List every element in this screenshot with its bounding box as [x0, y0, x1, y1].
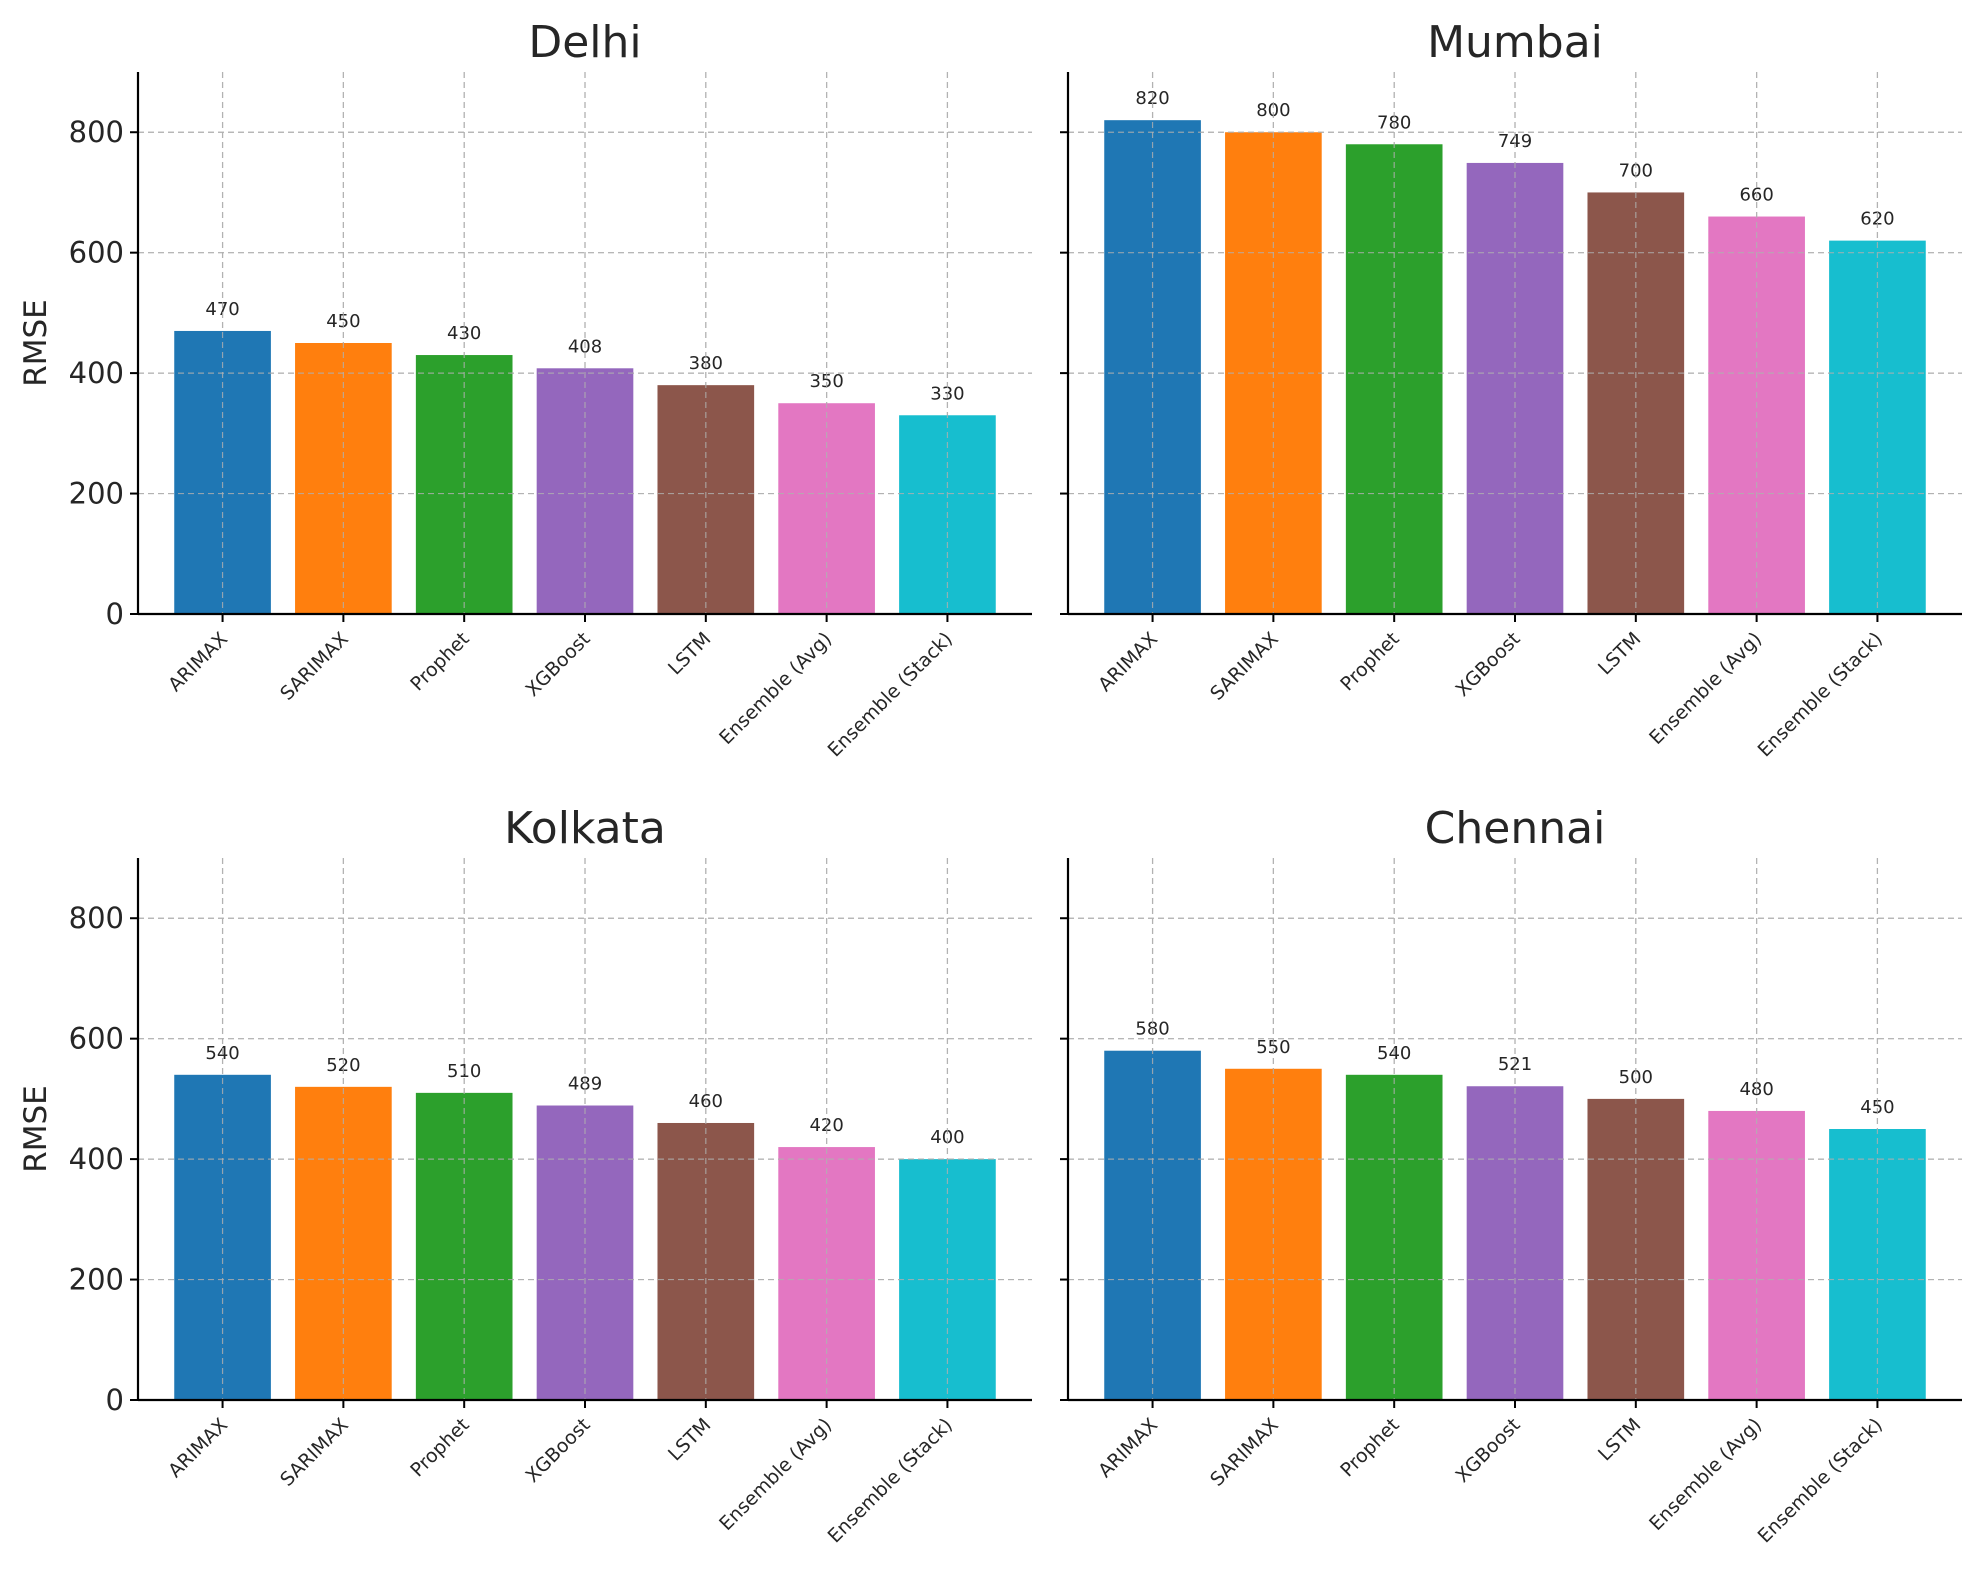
data-label: 550 [1256, 1037, 1290, 1058]
chart-panel-delhi: 0200400600800470450430408380350330ARIMAX… [18, 17, 1032, 761]
data-label: 350 [809, 371, 843, 392]
data-label: 489 [568, 1074, 602, 1095]
data-label: 420 [809, 1115, 843, 1136]
x-tick-label: ARIMAX [1094, 1414, 1162, 1482]
y-tick-label: 800 [69, 901, 124, 935]
bar-xgboost [1466, 162, 1564, 615]
y-tick-label: 800 [69, 115, 124, 149]
chart-title: Kolkata [504, 803, 666, 854]
data-label: 800 [1256, 100, 1290, 121]
data-label: 470 [205, 299, 239, 320]
x-tick-label: XGBoost [1451, 1414, 1524, 1487]
x-tick-label: SARIMAX [276, 1414, 353, 1491]
y-tick-label: 600 [69, 1022, 124, 1056]
data-label: 500 [1619, 1067, 1653, 1088]
y-tick-label: 600 [69, 236, 124, 270]
y-tick-label: 400 [69, 1142, 124, 1176]
y-axis-label: RMSE [18, 299, 54, 387]
bar-sarimax [295, 343, 392, 614]
data-label: 521 [1498, 1054, 1532, 1075]
x-tick-label: Prophet [406, 628, 473, 695]
x-tick-label: SARIMAX [1206, 628, 1283, 705]
chart-title: Delhi [528, 17, 641, 68]
x-tick-label: Ensemble (Avg) [1645, 628, 1766, 749]
x-tick-label: SARIMAX [276, 628, 353, 705]
bar-lstm [657, 385, 755, 614]
data-label: 700 [1619, 160, 1653, 181]
y-tick-label: 200 [69, 477, 124, 511]
y-tick-label: 400 [69, 356, 124, 390]
y-tick-label: 0 [106, 597, 124, 631]
x-tick-label: Ensemble (Avg) [715, 1414, 836, 1535]
chart-title: Mumbai [1427, 17, 1603, 68]
data-label: 520 [326, 1055, 360, 1076]
x-tick-label: ARIMAX [164, 628, 232, 696]
x-tick-label: XGBoost [521, 628, 594, 701]
bar-ensemble-stack [1829, 1129, 1926, 1400]
x-tick-label: Ensemble (Avg) [1645, 1414, 1766, 1535]
data-label: 400 [930, 1127, 964, 1148]
data-label: 820 [1135, 88, 1169, 109]
x-tick-label: XGBoost [521, 1414, 594, 1487]
y-tick-label: 200 [69, 1263, 124, 1297]
x-tick-label: LSTM [1594, 1414, 1645, 1465]
data-label: 450 [1860, 1097, 1894, 1118]
x-tick-label: Prophet [406, 1414, 473, 1481]
x-tick-label: Ensemble (Stack) [824, 628, 957, 761]
x-tick-label: Ensemble (Avg) [715, 628, 836, 749]
data-label: 749 [1498, 131, 1532, 152]
y-axis-label: RMSE [18, 1085, 54, 1173]
x-tick-label: SARIMAX [1206, 1414, 1283, 1491]
x-tick-label: ARIMAX [1094, 628, 1162, 696]
x-tick-label: Ensemble (Stack) [1754, 628, 1887, 761]
x-tick-label: Prophet [1336, 1414, 1403, 1481]
bar-ensemble-avg [1708, 1110, 1805, 1400]
data-label: 620 [1860, 209, 1894, 230]
chart-title: Chennai [1425, 803, 1606, 854]
x-tick-label: ARIMAX [164, 1414, 232, 1482]
x-tick-label: LSTM [1594, 628, 1645, 679]
y-tick-label: 0 [106, 1383, 124, 1417]
bar-ensemble-avg [778, 403, 875, 614]
x-tick-label: XGBoost [1451, 628, 1524, 701]
x-tick-label: LSTM [664, 1414, 715, 1465]
data-label: 450 [326, 311, 360, 332]
x-tick-label: Ensemble (Stack) [1754, 1414, 1887, 1547]
x-tick-label: Prophet [1336, 628, 1403, 695]
x-tick-label: Ensemble (Stack) [824, 1414, 957, 1547]
x-tick-label: LSTM [664, 628, 715, 679]
